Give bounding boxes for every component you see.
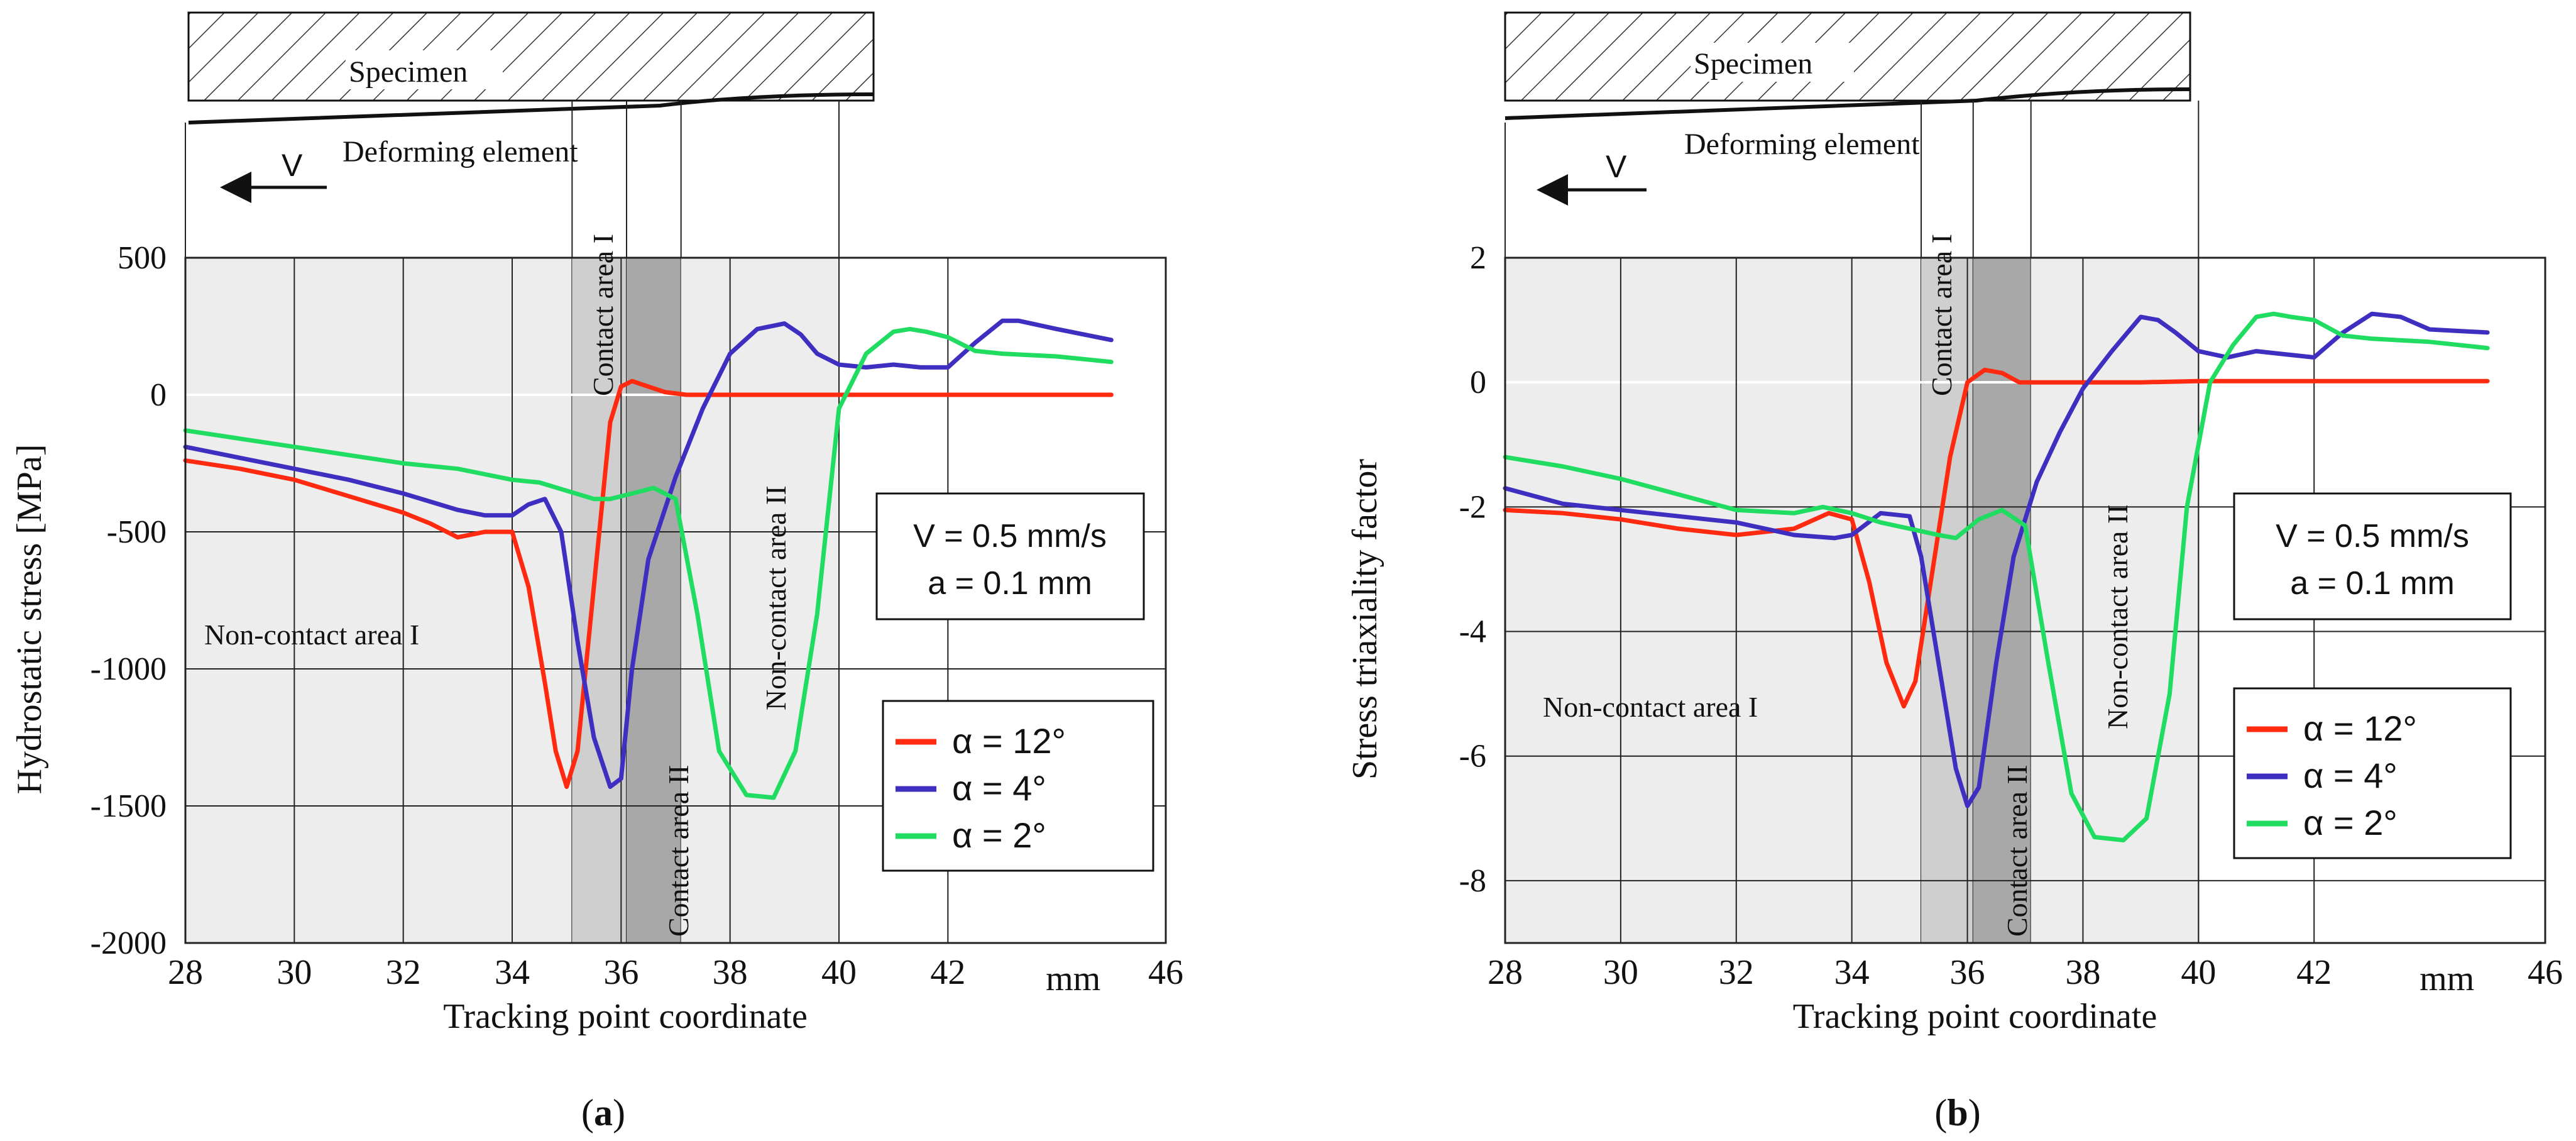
- x-axis-label: Tracking point coordinate: [1793, 997, 2157, 1036]
- y-tick-label: -1500: [90, 788, 167, 824]
- x-tick-label: 32: [1719, 953, 1754, 992]
- x-tick-label: 46: [2528, 953, 2563, 992]
- y-tick-label: -4: [1459, 614, 1486, 650]
- region-band-0: [185, 258, 573, 943]
- non-contact-area-1-label: Non-contact area I: [1543, 691, 1758, 723]
- contact-area-2-label: Contact area II: [2001, 765, 2033, 937]
- x-tick-label: 42: [2296, 953, 2332, 992]
- x-tick-label: 30: [277, 953, 312, 992]
- legend-alpha-2: α = 2°: [952, 815, 1046, 855]
- x-axis-label: Tracking point coordinate: [443, 997, 808, 1036]
- specimen-label-bg: [346, 50, 503, 89]
- info-box: V = 0.5 mm/s a = 0.1 mm: [2233, 492, 2512, 620]
- non-contact-area-2-label: Non-contact area II: [2102, 504, 2134, 729]
- contact-area-1-label: Contact area I: [587, 234, 619, 396]
- legend: α = 12° α = 4° α = 2°: [2233, 687, 2512, 859]
- series-lines: [1503, 311, 2490, 842]
- non-contact-area-2-label: Non-contact area II: [760, 485, 792, 710]
- specimen-label: Specimen: [349, 55, 468, 89]
- plot-frame: [184, 256, 1167, 944]
- legend-alpha-12: α = 12°: [2303, 708, 2417, 748]
- x-tick-label: 36: [1950, 953, 1985, 992]
- x-tick-label: 42: [930, 953, 965, 992]
- x-tick-label: 40: [821, 953, 857, 992]
- y-tick-label: 0: [150, 377, 167, 413]
- schematic-header: Specimen Deforming element V (b): [1504, 11, 2191, 1133]
- series-lines: [183, 318, 1114, 800]
- contact-area-2-label: Contact area II: [662, 765, 694, 937]
- x-tick-label: 38: [713, 953, 748, 992]
- region-labels: Non-contact area I Contact area I Contac…: [1543, 234, 2134, 937]
- info-line-a: a = 0.1 mm: [928, 565, 1092, 602]
- legend: α = 12° α = 4° α = 2°: [882, 700, 1154, 872]
- series-line-alpha-12: [1503, 367, 2490, 708]
- velocity-label: V: [1606, 149, 1627, 184]
- series-line-alpha-2: [1503, 311, 2490, 842]
- info-line-velocity: V = 0.5 mm/s: [2276, 518, 2469, 554]
- caption-b: (b): [1934, 1092, 1980, 1133]
- info-box: V = 0.5 mm/s a = 0.1 mm: [875, 492, 1145, 620]
- legend-alpha-2: α = 2°: [2303, 803, 2398, 842]
- x-tick-label: 34: [495, 953, 530, 992]
- y-axis-label: Hydrostatic stress [MPa]: [10, 444, 49, 795]
- x-tick-label: 38: [2065, 953, 2100, 992]
- panel-b: Specimen Deforming element V (b) 2 0 -2 -4 -…: [1346, 11, 2563, 1133]
- y-tick-label: -2000: [90, 925, 167, 961]
- x-tick-label: 40: [2181, 953, 2216, 992]
- y-tick-label: -2: [1459, 489, 1486, 525]
- x-tick-label: 32: [386, 953, 421, 992]
- velocity-label: V: [282, 148, 303, 183]
- plot-frame: [1504, 256, 2546, 944]
- region-band-2: [627, 258, 681, 943]
- info-line-a: a = 0.1 mm: [2290, 565, 2455, 602]
- y-tick-label: -8: [1459, 863, 1486, 899]
- region-band-0: [1505, 258, 1921, 943]
- x-unit-label: mm: [1046, 959, 1100, 998]
- region-band-1: [572, 258, 627, 943]
- axes: 2 0 -2 -4 -6 -8 28 30 32 34 36 38 40 42 46 mm Tracking p…: [1346, 240, 2563, 1036]
- y-tick-label: 0: [1470, 365, 1486, 400]
- region-band-3: [2031, 258, 2199, 943]
- panel-a: Specimen Deforming element V (a) 500 0 -50…: [10, 11, 1183, 1133]
- legend-alpha-12: α = 12°: [952, 721, 1066, 761]
- deforming-element-label: Deforming element: [1684, 128, 1920, 161]
- caption-a: (a): [581, 1092, 625, 1133]
- y-tick-label: -1000: [90, 651, 167, 687]
- non-contact-area-1-label: Non-contact area I: [204, 619, 419, 651]
- series-line-alpha-12: [183, 378, 1114, 789]
- x-tick-label: 34: [1834, 953, 1870, 992]
- specimen-label-bg: [1691, 43, 1854, 82]
- deforming-element-outline: [1504, 87, 2191, 120]
- deforming-element-label: Deforming element: [343, 135, 578, 168]
- y-tick-label: 500: [118, 240, 167, 276]
- series-line-alpha-2: [183, 326, 1114, 800]
- x-unit-label: mm: [2420, 959, 2474, 998]
- x-tick-label: 46: [1148, 953, 1183, 992]
- region-labels: Non-contact area I Contact area I Contac…: [204, 234, 792, 937]
- contact-area-1-label: Contact area I: [1926, 234, 1958, 396]
- x-tick-label: 30: [1603, 953, 1638, 992]
- x-tick-label: 28: [1488, 953, 1523, 992]
- deforming-element-outline: [188, 92, 874, 124]
- x-tick-label: 36: [603, 953, 639, 992]
- series-line-alpha-4: [183, 318, 1114, 789]
- y-tick-label: -500: [107, 514, 167, 550]
- y-axis-label: Stress triaxiality factor: [1346, 459, 1384, 780]
- info-line-velocity: V = 0.5 mm/s: [913, 518, 1107, 554]
- y-tick-label: -6: [1459, 739, 1486, 774]
- y-tick-label: 2: [1470, 240, 1486, 276]
- region-band-3: [681, 258, 839, 943]
- specimen-label: Specimen: [1694, 47, 1812, 80]
- schematic-header: Specimen Deforming element V (a): [187, 11, 875, 1133]
- series-line-alpha-4: [1503, 311, 2490, 808]
- legend-alpha-4: α = 4°: [952, 768, 1046, 808]
- x-tick-label: 28: [168, 953, 203, 992]
- region-bands: [185, 101, 840, 943]
- legend-alpha-4: α = 4°: [2303, 756, 2398, 795]
